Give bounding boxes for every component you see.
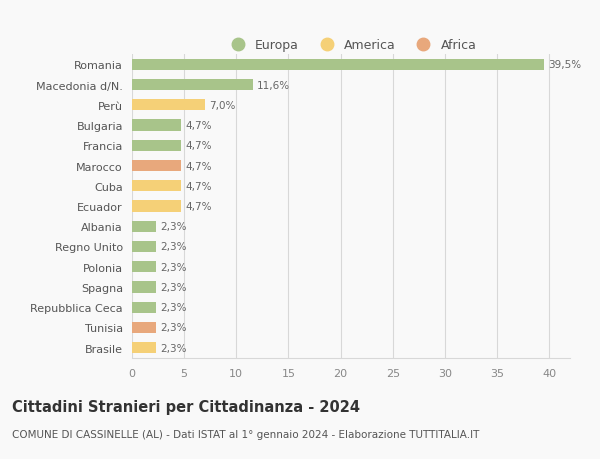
Text: 7,0%: 7,0% — [209, 101, 236, 111]
Bar — [132, 342, 156, 353]
Bar — [132, 221, 156, 232]
Text: 2,3%: 2,3% — [160, 282, 187, 292]
Bar — [132, 241, 156, 252]
Text: 4,7%: 4,7% — [185, 202, 212, 212]
Bar — [132, 282, 156, 293]
Text: 2,3%: 2,3% — [160, 242, 187, 252]
Text: 4,7%: 4,7% — [185, 181, 212, 191]
Bar — [132, 262, 156, 273]
Text: 11,6%: 11,6% — [257, 80, 290, 90]
Text: 4,7%: 4,7% — [185, 141, 212, 151]
Text: Cittadini Stranieri per Cittadinanza - 2024: Cittadini Stranieri per Cittadinanza - 2… — [12, 399, 360, 414]
Text: 2,3%: 2,3% — [160, 343, 187, 353]
Text: 2,3%: 2,3% — [160, 302, 187, 313]
Bar — [132, 60, 544, 71]
Text: 39,5%: 39,5% — [548, 60, 581, 70]
Bar — [132, 80, 253, 91]
Bar — [132, 100, 205, 111]
Bar — [132, 140, 181, 151]
Bar — [132, 201, 181, 212]
Bar — [132, 322, 156, 333]
Bar — [132, 181, 181, 192]
Text: 2,3%: 2,3% — [160, 262, 187, 272]
Legend: Europa, America, Africa: Europa, America, Africa — [220, 34, 482, 57]
Text: 4,7%: 4,7% — [185, 121, 212, 131]
Bar — [132, 120, 181, 131]
Text: 2,3%: 2,3% — [160, 323, 187, 333]
Text: 4,7%: 4,7% — [185, 161, 212, 171]
Text: 2,3%: 2,3% — [160, 222, 187, 232]
Bar — [132, 302, 156, 313]
Text: COMUNE DI CASSINELLE (AL) - Dati ISTAT al 1° gennaio 2024 - Elaborazione TUTTITA: COMUNE DI CASSINELLE (AL) - Dati ISTAT a… — [12, 429, 479, 439]
Bar — [132, 161, 181, 172]
